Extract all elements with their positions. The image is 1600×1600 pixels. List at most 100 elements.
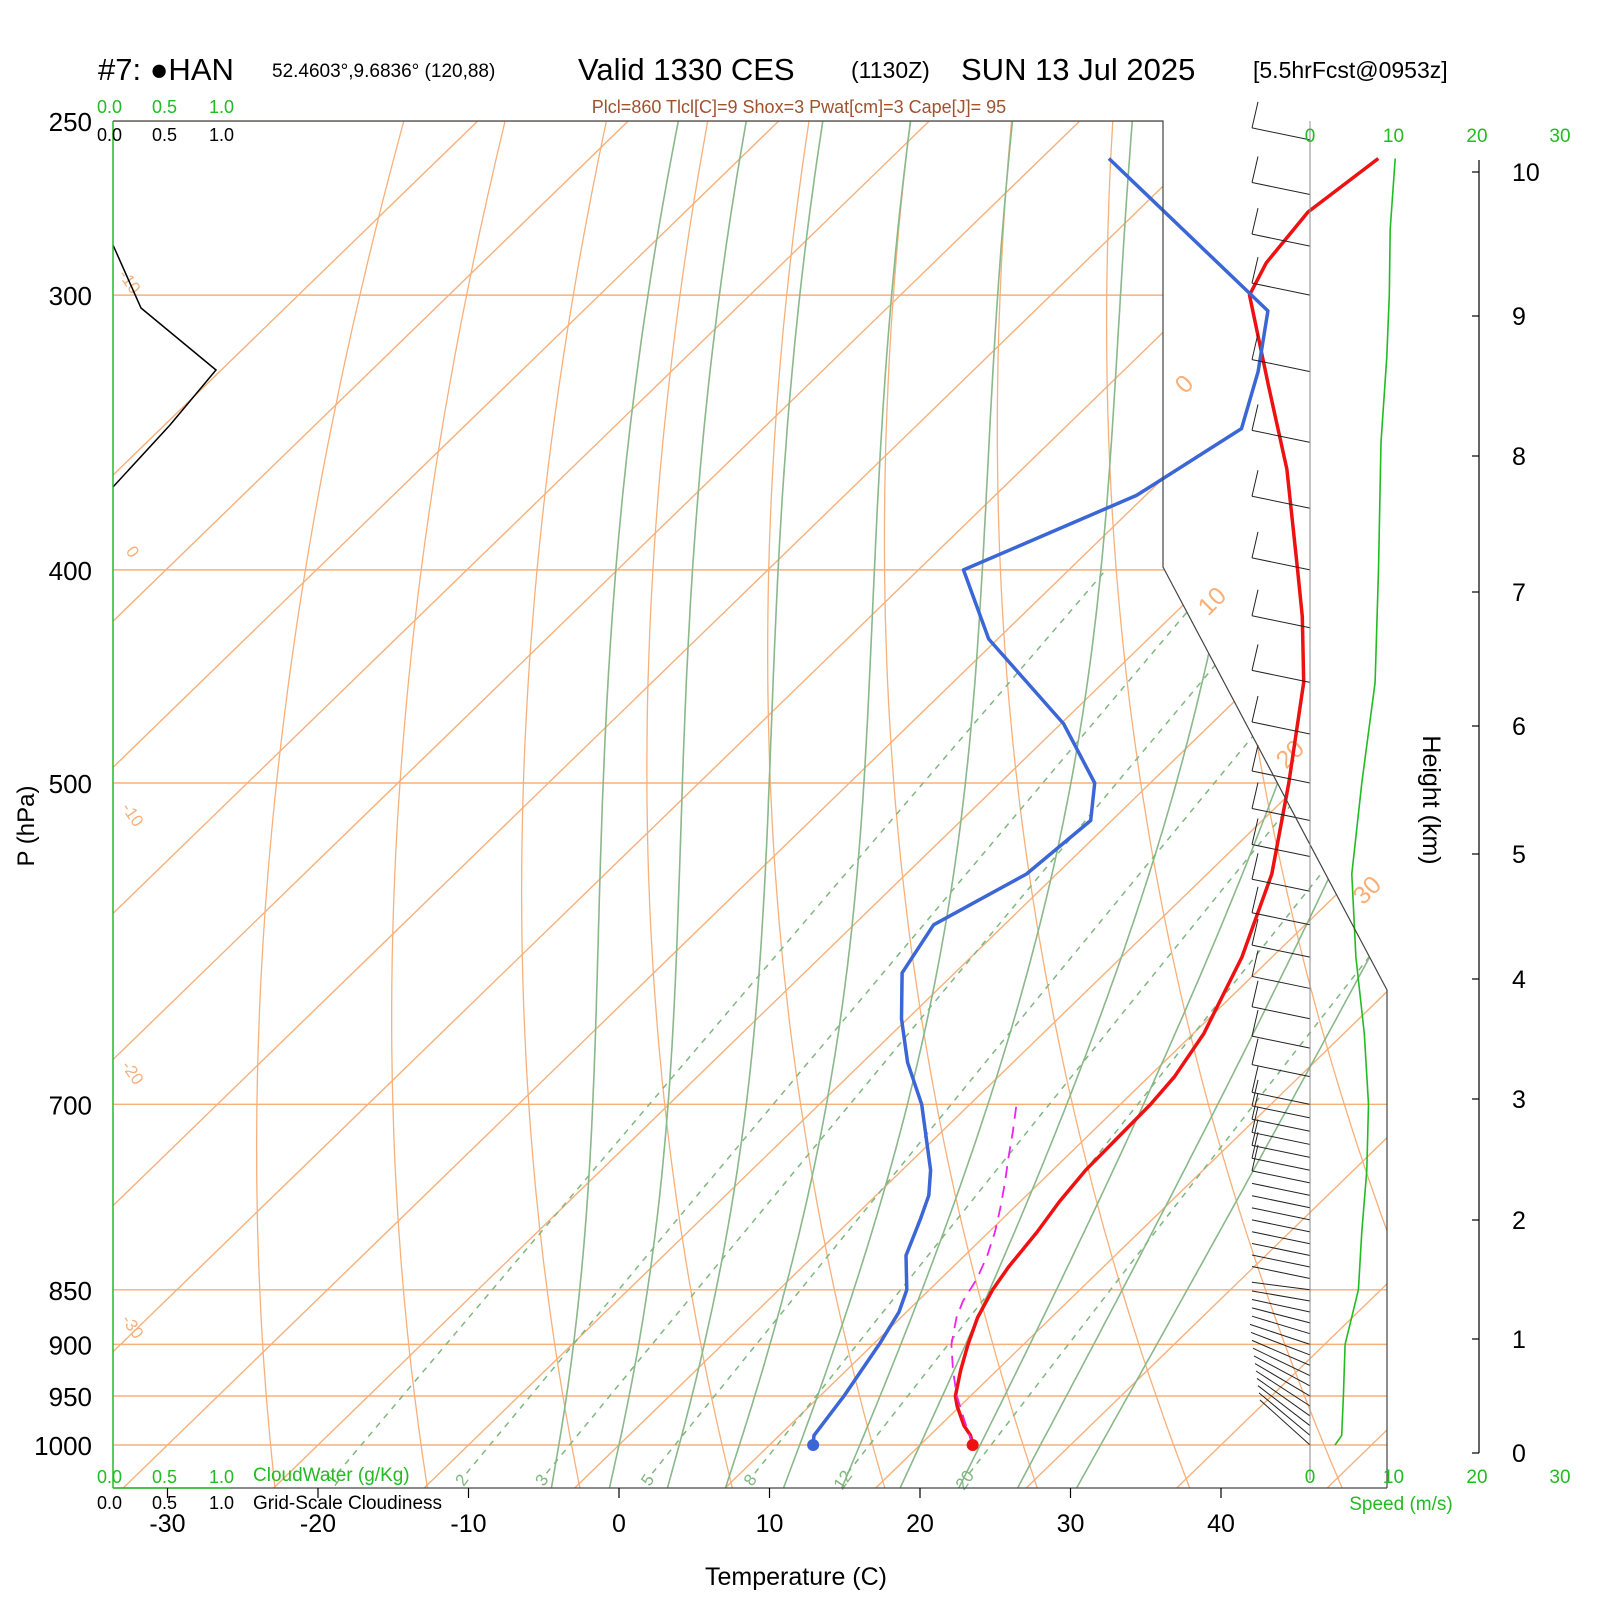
isotherm-line (113, 121, 1271, 1488)
pressure-tick-label: 250 (49, 107, 92, 137)
moist-adiabat-line (550, 121, 687, 1488)
dry-adiabat-line (1105, 121, 1345, 1488)
wind-speed-tick-top: 0 (1305, 126, 1316, 147)
height-tick-label: 9 (1512, 303, 1526, 331)
wind-barb (1251, 615, 1311, 629)
mixing-ratio-line (465, 569, 1224, 1474)
wind-barb-flag (1251, 470, 1259, 497)
pressure-tick-label: 950 (49, 1382, 92, 1412)
wind-barb-flag (1251, 404, 1259, 431)
isotherm-label: -10 (118, 799, 148, 830)
valid-date: SUN 13 Jul 2025 (961, 52, 1195, 87)
isotherm-line (269, 121, 1387, 1488)
wind-barb (1251, 1035, 1311, 1049)
wind-barb-flag (1251, 156, 1259, 183)
isotherm-line (113, 121, 970, 1488)
dry-adiabat-line (646, 121, 734, 1488)
wind-barb (1251, 127, 1311, 141)
moist-adiabat-line (665, 121, 830, 1488)
wind-barb (1251, 1195, 1311, 1209)
wind-barb (1251, 1064, 1311, 1078)
cloudiness-tick-top: 1.0 (209, 125, 234, 145)
isotherm-line (1323, 121, 1387, 1488)
wind-barb (1251, 429, 1311, 443)
stability-indices: Plcl=860 Tlcl[C]=9 Shox=3 Pwat[cm]=3 Cap… (592, 97, 1006, 117)
isotherm-line (721, 121, 1387, 1488)
height-tick-label: 1 (1512, 1326, 1526, 1354)
cloudwater-tick-bottom: 1.0 (209, 1467, 234, 1487)
wind-barb (1251, 1207, 1311, 1221)
wind-barb (1251, 721, 1311, 735)
cloudwater-tick-top: 0.0 (97, 97, 122, 117)
isotherm-line (420, 121, 1387, 1488)
cloudiness-tick-top: 0.5 (152, 125, 177, 145)
dry-adiabat-line (996, 121, 1192, 1488)
mixing-ratio-label: 2 (451, 1471, 472, 1490)
wind-barb (1259, 1399, 1311, 1446)
wind-speed-tick-top: 10 (1383, 126, 1404, 147)
x-tick-label: 0 (612, 1510, 626, 1538)
moist-adiabat-line (956, 121, 1387, 1488)
surface-dewpoint-dot (807, 1439, 820, 1451)
cloudiness-profile-line (112, 244, 218, 488)
isotherm-line (113, 121, 1121, 1488)
dry-adiabat-line (1516, 82, 1600, 1492)
plot-frame (113, 120, 1388, 1488)
mixing-ratio-label: 3 (531, 1471, 552, 1490)
mixing-ratio-line (651, 569, 1387, 1474)
wind-speed-tick-bottom: 20 (1466, 1467, 1487, 1488)
wind-barb (1251, 1265, 1311, 1279)
wind-barb (1257, 1385, 1311, 1427)
wind-barb (1251, 233, 1311, 247)
wind-barb-flag (1251, 695, 1259, 723)
y-axis-title: P (hPa) (13, 786, 40, 867)
wind-barb-flag (1251, 950, 1259, 977)
pressure-tick-label: 500 (49, 769, 92, 799)
wind-barb-flag (1251, 101, 1259, 129)
isotherm-line (1022, 121, 1387, 1488)
x-tick-label: 20 (906, 1510, 934, 1538)
cloudiness-tick-bottom: 0.5 (152, 1493, 177, 1513)
isotherm-label: 0 (122, 543, 143, 562)
wind-barb (1251, 669, 1311, 683)
height-tick-label: 2 (1512, 1207, 1526, 1235)
moist-adiabat-line (1073, 121, 1387, 1488)
pressure-tick-label: 700 (49, 1090, 92, 1120)
cloudwater-tick-top: 1.0 (209, 97, 234, 117)
wind-barb (1251, 359, 1311, 373)
wind-barb-flag (1251, 1066, 1259, 1093)
wind-barb (1251, 1299, 1311, 1313)
x-axis-title: Temperature (C) (705, 1563, 887, 1591)
isotherm-line (871, 121, 1387, 1488)
wind-barb (1251, 557, 1311, 571)
x-tick-label: 30 (1057, 1510, 1085, 1538)
x-tick-label: 10 (756, 1510, 784, 1538)
dry-adiabat-line (520, 121, 616, 1488)
mixing-ratio-line (754, 569, 1387, 1474)
wind-barb-flag (1251, 208, 1259, 235)
cloudiness-tick-bottom: 0.0 (97, 1493, 122, 1513)
forecast-info: [5.5hrFcst@0953z] (1253, 57, 1448, 83)
mixing-ratio-label: 12 (830, 1467, 856, 1493)
height-tick-label: 7 (1512, 579, 1526, 607)
wind-barb-flag (1251, 1119, 1259, 1146)
isotherm-line (113, 121, 519, 1488)
isotherm-line (113, 121, 669, 1488)
wind-barb (1251, 844, 1311, 857)
wind-barb (1251, 912, 1311, 926)
wind-barb (1254, 1363, 1311, 1397)
wind-barb (1250, 1331, 1311, 1356)
wind-barb (1251, 1170, 1311, 1184)
wind-barb (1251, 1219, 1311, 1233)
moist-adiabat-line (1014, 121, 1387, 1488)
cloudwater-tick-bottom: 0.0 (97, 1467, 122, 1487)
wind-barb-flag (1251, 1132, 1259, 1159)
wind-barb (1251, 1242, 1311, 1256)
isotherm-label: 0 (1170, 370, 1200, 400)
series-temperature-line (953, 157, 1380, 1446)
wind-barb (1255, 1370, 1311, 1407)
pressure-tick-label: 300 (49, 281, 92, 311)
wind-barb (1251, 807, 1311, 821)
wind-barb-flag (1251, 1010, 1259, 1037)
station-id: #7: ●HAN (98, 52, 234, 87)
